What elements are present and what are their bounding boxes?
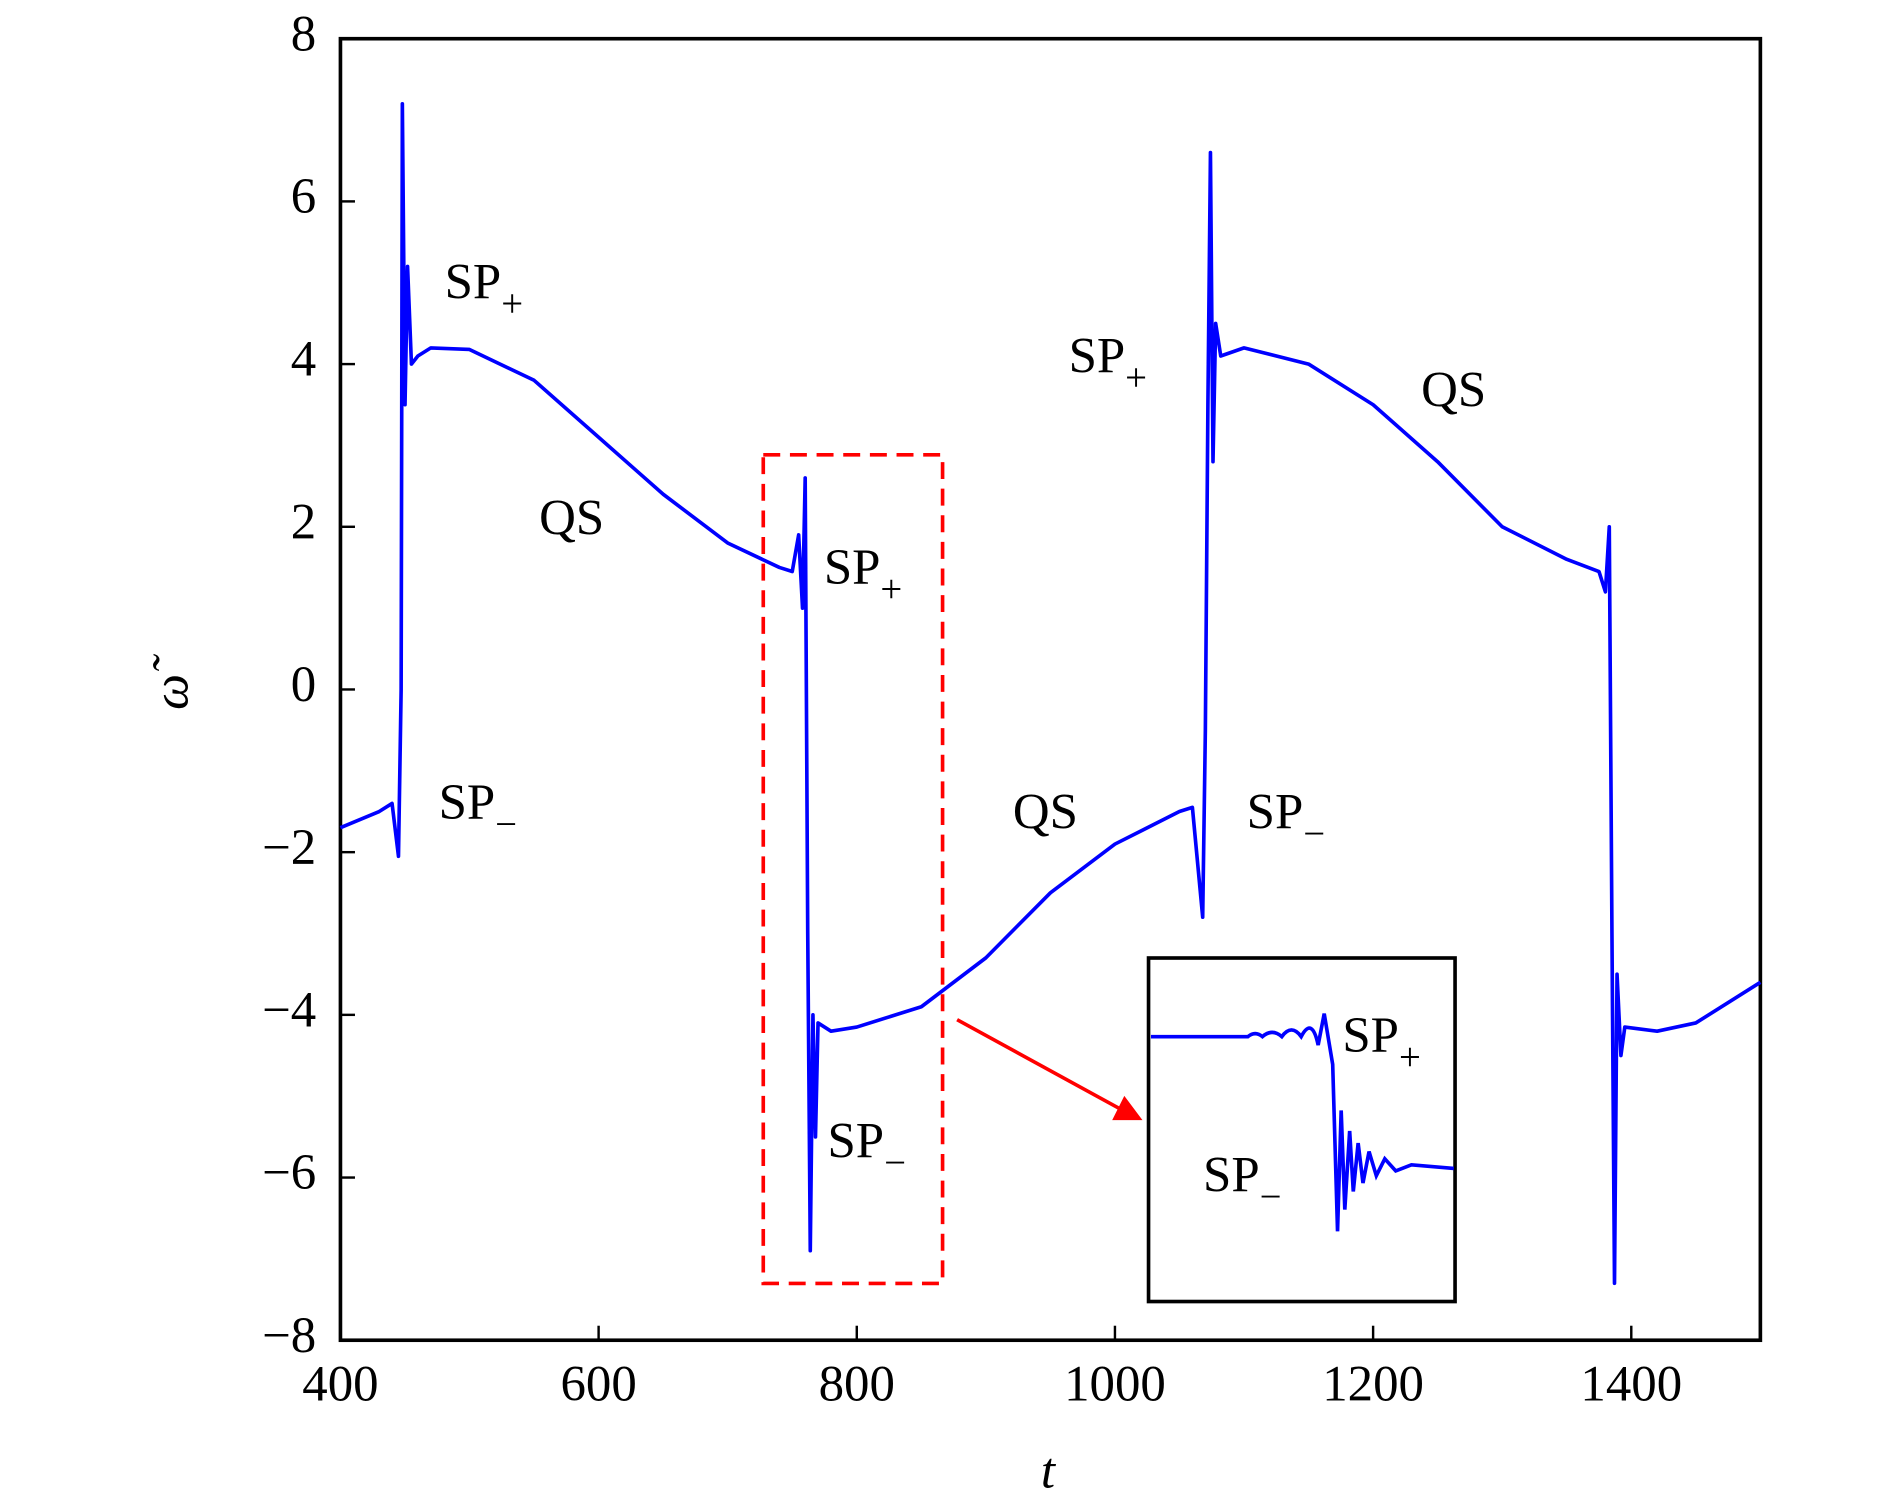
x-tick-label: 1200 [1322, 1355, 1424, 1411]
annotation: QS [1421, 361, 1486, 417]
annotation-text: SP [445, 253, 502, 309]
annotation-text: QS [539, 489, 604, 545]
annotation: SP+ [445, 253, 523, 326]
y-tick-label: 6 [291, 168, 316, 224]
annotation-sub: + [880, 569, 902, 612]
annotation-text: QS [1421, 361, 1486, 417]
annotation: SP− [1247, 783, 1325, 856]
inset-label-text: SP [1342, 1007, 1399, 1063]
y-tick-label: −2 [262, 819, 316, 875]
annotation-sub: + [1125, 357, 1147, 400]
y-tick-label: −4 [262, 982, 316, 1038]
x-tick-label: 1400 [1580, 1355, 1682, 1411]
x-tick-label: 1000 [1064, 1355, 1166, 1411]
arrow [956, 1018, 1122, 1111]
inset [1146, 956, 1457, 1304]
annotation-sub: − [1303, 813, 1325, 856]
annotation-text: SP [1247, 783, 1304, 839]
inset-line [1150, 1013, 1455, 1232]
annotation: SP− [827, 1112, 905, 1185]
y-tick-label: 8 [291, 5, 316, 61]
annotation-sub: + [501, 283, 523, 326]
x-tick-label: 600 [560, 1355, 636, 1411]
annotation-sub: − [884, 1142, 906, 1185]
x-tick-label: 400 [302, 1355, 378, 1411]
inset-label: SP+ [1342, 1007, 1420, 1080]
annotation-sub: − [495, 803, 517, 846]
annotation-text: QS [1013, 783, 1078, 839]
arrow-head [1112, 1095, 1143, 1121]
inset-label: SP− [1203, 1146, 1281, 1219]
data-line [339, 101, 1762, 1286]
y-tick-label: 4 [291, 331, 316, 387]
inset-label-sub: − [1260, 1176, 1282, 1219]
x-axis-label: t [1041, 1442, 1057, 1498]
annotation: SP+ [824, 539, 902, 612]
inset-label-text: SP [1203, 1146, 1260, 1202]
y-tick-label: 2 [291, 493, 316, 549]
x-tick-label: 800 [819, 1355, 895, 1411]
annotation-text: SP [439, 774, 496, 830]
annotation: QS [539, 489, 604, 545]
annotation-text: SP [1069, 327, 1126, 383]
annotation: QS [1013, 783, 1078, 839]
inset-label-sub: + [1399, 1037, 1421, 1080]
annotation-text: SP [827, 1112, 884, 1168]
y-tick-label: 0 [291, 656, 316, 712]
y-tick-label: −8 [262, 1307, 316, 1363]
annotation-text: SP [824, 539, 881, 595]
zoom-box [761, 452, 945, 1286]
y-tick-label: −6 [262, 1144, 316, 1200]
annotation: SP− [439, 774, 517, 847]
annotation: SP+ [1069, 327, 1147, 400]
